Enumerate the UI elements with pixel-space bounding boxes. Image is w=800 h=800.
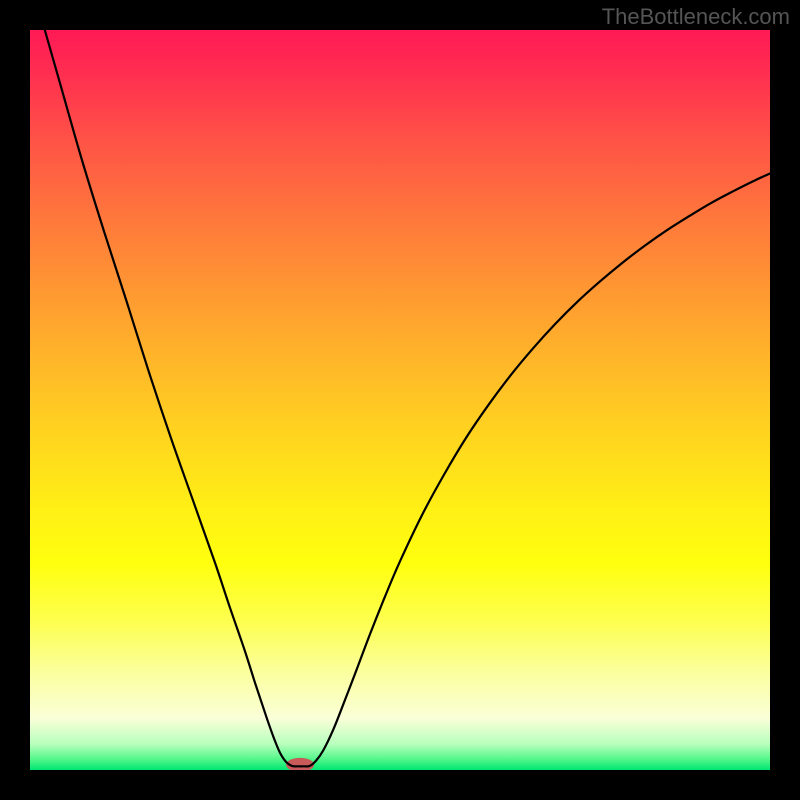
bottleneck-chart <box>0 0 800 800</box>
plot-background <box>30 30 770 770</box>
chart-container: TheBottleneck.com <box>0 0 800 800</box>
